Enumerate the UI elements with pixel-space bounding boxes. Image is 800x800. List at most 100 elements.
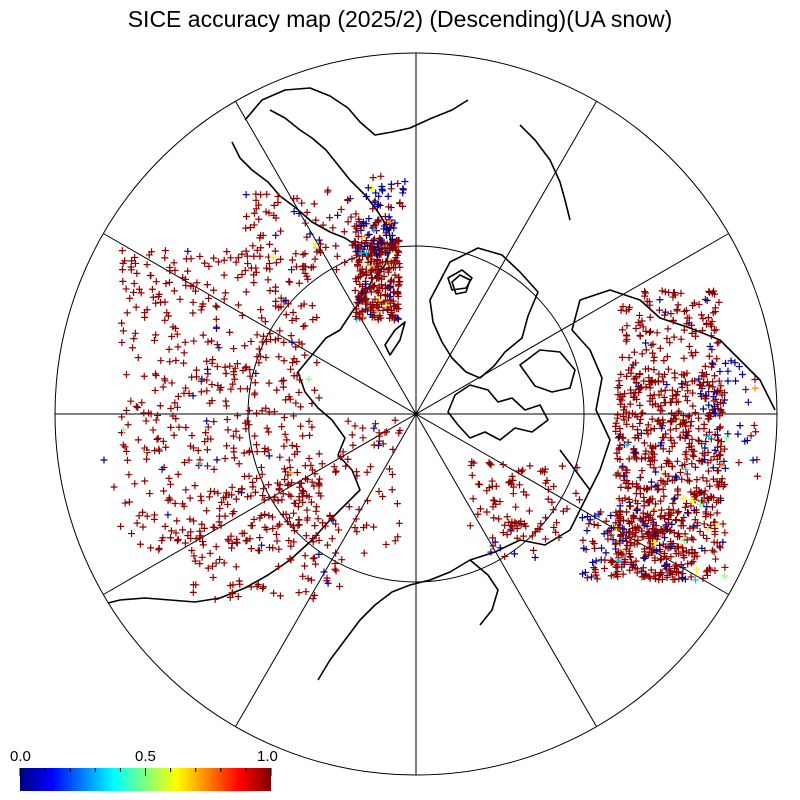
accuracy-marker (475, 481, 483, 489)
accuracy-marker (288, 479, 296, 487)
accuracy-marker (628, 364, 636, 372)
accuracy-marker (615, 495, 623, 503)
accuracy-marker (636, 370, 644, 378)
accuracy-marker (250, 209, 258, 217)
accuracy-marker (657, 441, 665, 449)
accuracy-marker (134, 403, 142, 411)
accuracy-marker (315, 550, 323, 558)
accuracy-marker (245, 407, 253, 415)
accuracy-marker (136, 540, 144, 548)
accuracy-marker (124, 456, 132, 464)
accuracy-marker (687, 573, 695, 581)
accuracy-marker (499, 461, 507, 469)
accuracy-marker (359, 288, 367, 296)
latitude-circle (247, 245, 585, 583)
accuracy-marker (661, 288, 669, 296)
accuracy-marker (641, 289, 649, 297)
accuracy-marker (699, 531, 707, 539)
accuracy-marker (624, 517, 632, 525)
accuracy-marker (329, 224, 337, 232)
accuracy-marker (720, 457, 728, 465)
accuracy-marker (388, 486, 396, 494)
accuracy-marker (241, 364, 249, 372)
accuracy-marker (572, 489, 580, 497)
accuracy-marker (301, 552, 309, 560)
accuracy-marker (661, 386, 669, 394)
accuracy-marker (388, 306, 396, 314)
accuracy-marker (274, 497, 282, 505)
accuracy-marker (373, 302, 381, 310)
accuracy-marker (204, 462, 212, 470)
accuracy-marker (236, 385, 244, 393)
accuracy-marker (196, 527, 204, 535)
accuracy-marker (322, 243, 330, 251)
accuracy-marker (717, 407, 725, 415)
accuracy-marker (375, 245, 383, 253)
accuracy-marker (140, 372, 148, 380)
accuracy-marker (663, 560, 671, 568)
accuracy-marker (705, 382, 713, 390)
accuracy-marker (534, 525, 542, 533)
accuracy-marker (632, 529, 640, 537)
accuracy-marker (379, 440, 387, 448)
accuracy-marker (751, 384, 759, 392)
accuracy-marker (217, 384, 225, 392)
accuracy-marker (172, 415, 180, 423)
accuracy-marker (246, 535, 254, 543)
accuracy-marker (620, 476, 628, 484)
accuracy-marker (131, 253, 139, 261)
accuracy-marker (119, 441, 127, 449)
meridian-line (103, 233, 729, 595)
accuracy-marker (309, 595, 317, 603)
accuracy-marker (673, 307, 681, 315)
accuracy-marker (352, 313, 360, 321)
accuracy-marker (282, 396, 290, 404)
accuracy-marker (607, 512, 615, 520)
accuracy-marker (357, 249, 365, 257)
accuracy-marker (199, 300, 207, 308)
accuracy-marker (647, 566, 655, 574)
accuracy-marker (243, 385, 251, 393)
accuracy-marker (215, 344, 223, 352)
accuracy-marker (486, 460, 494, 468)
accuracy-marker (210, 418, 218, 426)
accuracy-marker (646, 511, 654, 519)
accuracy-marker (124, 421, 132, 429)
accuracy-marker (196, 252, 204, 260)
accuracy-marker (235, 460, 243, 468)
accuracy-marker (656, 406, 664, 414)
accuracy-marker (280, 357, 288, 365)
accuracy-marker (295, 483, 303, 491)
accuracy-marker (358, 307, 366, 315)
accuracy-marker (675, 508, 683, 516)
accuracy-marker (287, 556, 295, 564)
accuracy-marker (616, 382, 624, 390)
accuracy-marker (370, 198, 378, 206)
accuracy-marker (149, 426, 157, 434)
accuracy-marker (189, 588, 197, 596)
accuracy-marker (543, 476, 551, 484)
accuracy-marker (642, 346, 650, 354)
accuracy-marker (201, 438, 209, 446)
accuracy-marker (393, 500, 401, 508)
accuracy-marker (133, 269, 141, 277)
accuracy-marker (647, 426, 655, 434)
accuracy-marker (378, 284, 386, 292)
accuracy-marker (642, 571, 650, 579)
accuracy-marker (529, 546, 537, 554)
accuracy-marker (250, 252, 258, 260)
accuracy-marker (386, 314, 394, 322)
accuracy-marker (705, 564, 713, 572)
accuracy-marker (247, 545, 255, 553)
accuracy-marker (224, 500, 232, 508)
accuracy-marker (265, 408, 273, 416)
accuracy-marker (672, 391, 680, 399)
accuracy-marker (252, 441, 260, 449)
accuracy-marker (367, 266, 375, 274)
accuracy-marker (693, 566, 701, 574)
accuracy-marker (230, 368, 238, 376)
accuracy-marker (649, 349, 657, 357)
accuracy-marker (394, 179, 402, 187)
accuracy-marker (299, 572, 307, 580)
accuracy-marker (374, 441, 382, 449)
